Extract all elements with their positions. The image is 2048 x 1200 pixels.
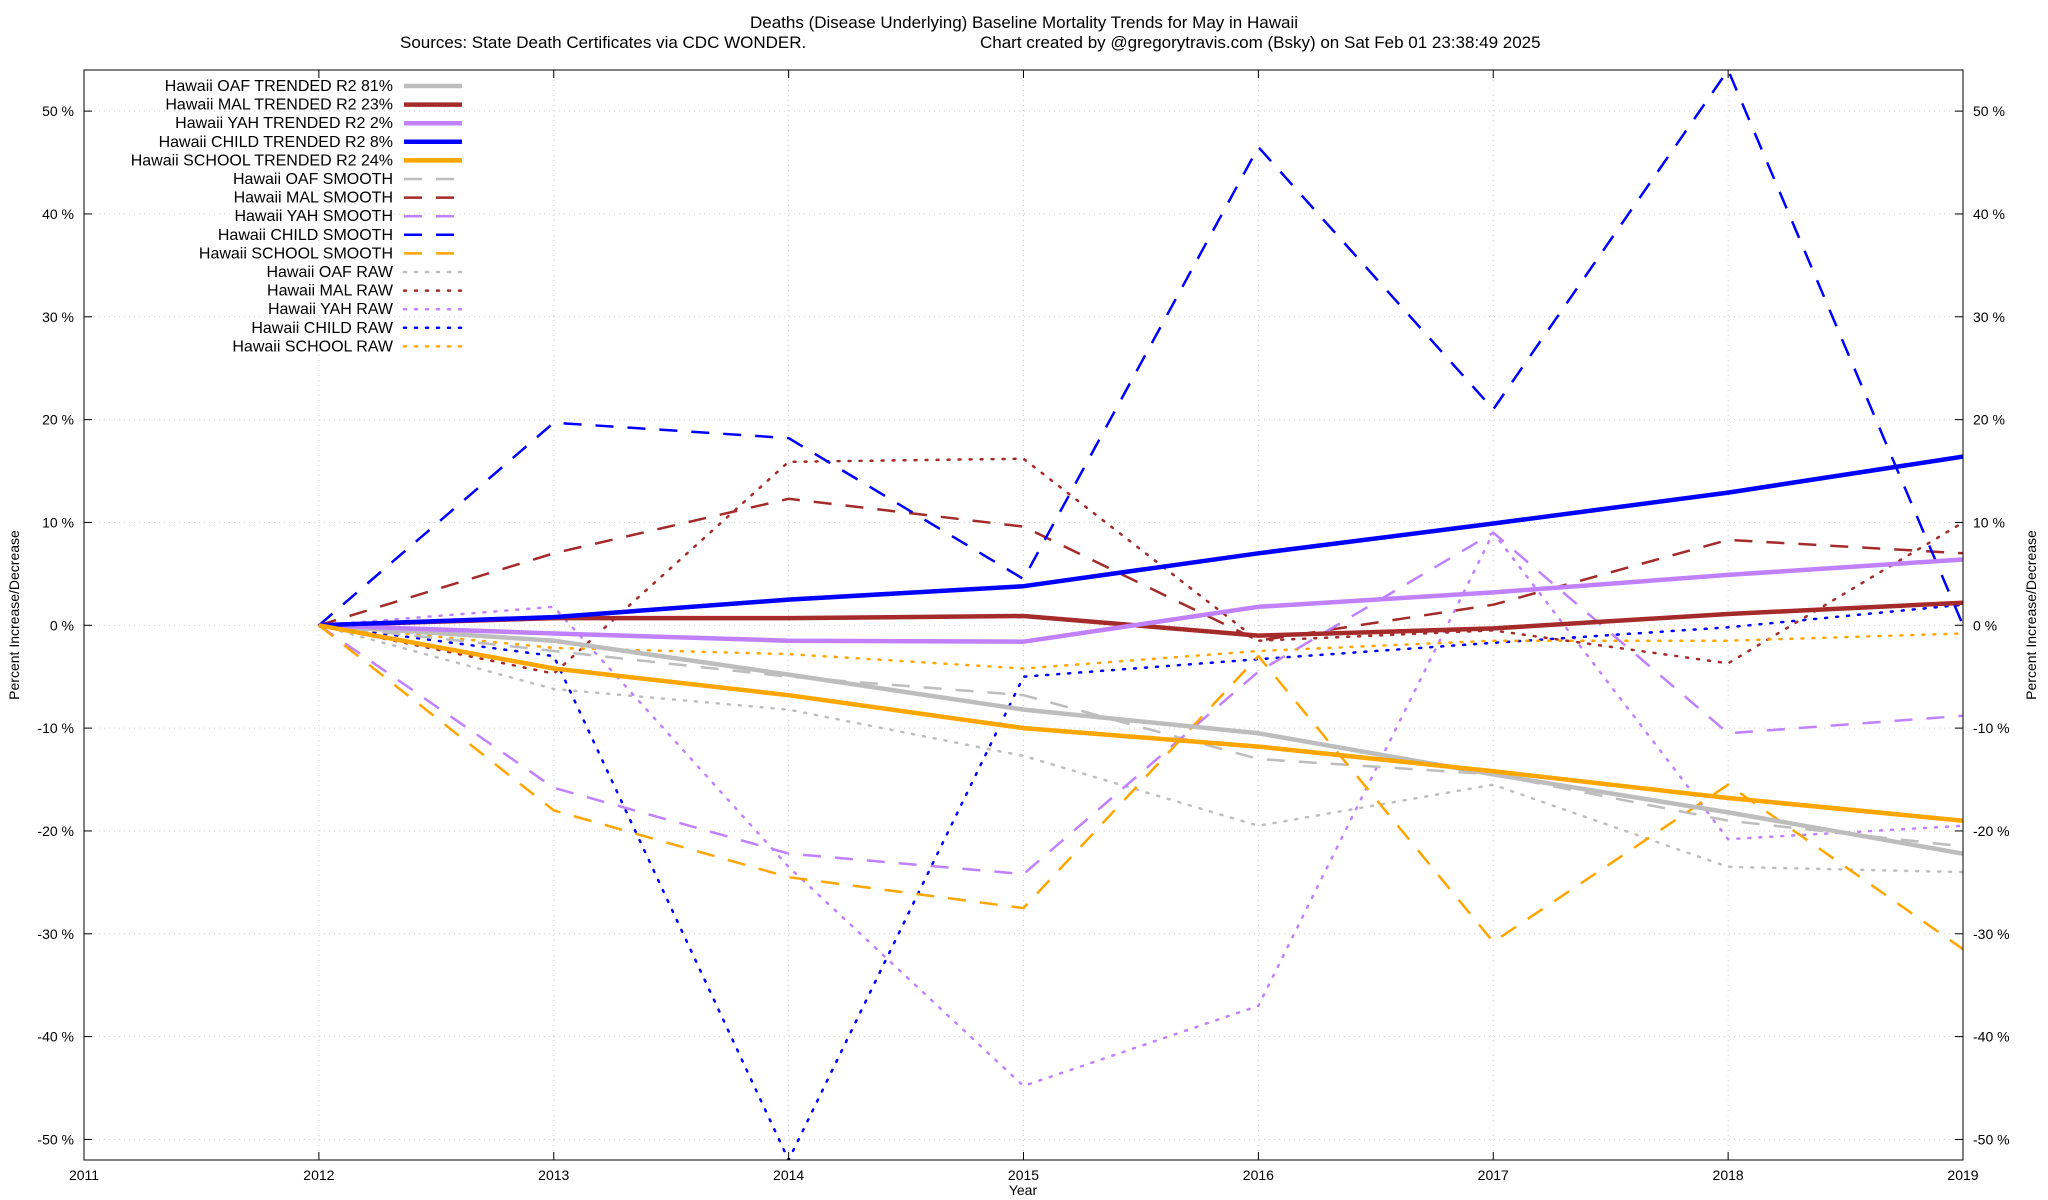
x-tick-label: 2016 xyxy=(1243,1167,1274,1183)
x-tick-label: 2014 xyxy=(773,1167,804,1183)
legend-label: Hawaii SCHOOL RAW xyxy=(232,338,394,355)
y-tick-label: -40 % xyxy=(37,1029,74,1045)
series-line-0 xyxy=(318,623,1963,856)
series-group xyxy=(317,70,1963,1160)
series-line-6 xyxy=(318,497,1963,642)
chart-subtitle-credit: Chart created by @gregorytravis.com (Bsk… xyxy=(980,33,1541,52)
series-line-13 xyxy=(317,603,1963,1160)
x-tick-label: 2013 xyxy=(538,1167,569,1183)
series-line-2 xyxy=(318,557,1963,644)
x-tick-label: 2011 xyxy=(69,1167,99,1183)
legend: Hawaii OAF TRENDED R2 81% Hawaii MAL TREN… xyxy=(131,78,464,355)
y-tick-label: 30 % xyxy=(42,309,74,325)
series-line-5 xyxy=(318,624,1963,848)
y2-tick-label: 50 % xyxy=(1973,103,2005,119)
chart-subtitle-source: Sources: State Death Certificates via CD… xyxy=(400,33,806,52)
y2-tick-label: 30 % xyxy=(1973,309,2005,325)
series-line-7 xyxy=(318,531,1963,876)
y2-tick-label: -10 % xyxy=(1973,720,2010,736)
series-line-11 xyxy=(317,457,1963,675)
y2-axis-label: Percent Increase/Decrease xyxy=(2023,530,2039,700)
y-tick-label: 0 % xyxy=(50,617,74,633)
y2-tick-label: -20 % xyxy=(1973,823,2010,839)
y2-tick-label: -50 % xyxy=(1973,1131,2010,1147)
y-tick-label: 10 % xyxy=(42,514,74,530)
legend-label: Hawaii MAL RAW xyxy=(267,283,394,300)
legend-label: Hawaii SCHOOL TRENDED R2 24% xyxy=(131,152,393,169)
legend-label: Hawaii YAH TRENDED R2 2% xyxy=(175,115,393,132)
x-tick-label: 2012 xyxy=(303,1167,334,1183)
y-tick-label: 20 % xyxy=(42,412,74,428)
legend-label: Hawaii YAH RAW xyxy=(268,301,394,318)
legend-label: Hawaii OAF SMOOTH xyxy=(233,171,393,188)
y-tick-label: -30 % xyxy=(37,926,74,942)
x-tick-label: 2018 xyxy=(1713,1167,1744,1183)
legend-label: Hawaii CHILD TRENDED R2 8% xyxy=(159,134,393,151)
y2-tick-label: 40 % xyxy=(1973,206,2005,222)
y2-tick-label: 20 % xyxy=(1973,412,2005,428)
y-axis-label: Percent Increase/Decrease xyxy=(6,530,22,700)
legend-label: Hawaii MAL TRENDED R2 23% xyxy=(165,97,393,114)
legend-label: Hawaii YAH SMOOTH xyxy=(234,208,393,225)
y-tick-label: 40 % xyxy=(42,206,74,222)
chart-title: Deaths (Disease Underlying) Baseline Mor… xyxy=(750,13,1298,32)
legend-label: Hawaii OAF RAW xyxy=(266,264,393,281)
y-tick-label: -20 % xyxy=(37,823,74,839)
y-tick-label: -10 % xyxy=(37,720,74,736)
x-tick-label: 2015 xyxy=(1008,1167,1039,1183)
legend-label: Hawaii CHILD SMOOTH xyxy=(218,227,393,244)
x-tick-label: 2017 xyxy=(1478,1167,1509,1183)
legend-label: Hawaii CHILD RAW xyxy=(251,320,394,337)
y-tick-label: 50 % xyxy=(42,103,74,119)
series-line-8 xyxy=(318,70,1963,627)
legend-label: Hawaii OAF TRENDED R2 81% xyxy=(165,78,393,95)
series-line-1 xyxy=(318,600,1963,638)
x-tick-label: 2019 xyxy=(1947,1167,1978,1183)
y-tick-label: -50 % xyxy=(37,1131,74,1147)
y2-tick-label: -30 % xyxy=(1973,926,2010,942)
series-line-3 xyxy=(318,454,1963,628)
series-line-9 xyxy=(318,624,1963,951)
y2-tick-label: 0 % xyxy=(1973,617,1997,633)
series-line-14 xyxy=(317,624,1963,670)
y2-tick-label: 10 % xyxy=(1973,514,2005,530)
y2-tick-label: -40 % xyxy=(1973,1029,2010,1045)
series-line-4 xyxy=(318,623,1963,823)
legend-label: Hawaii MAL SMOOTH xyxy=(234,190,393,207)
x-axis-label: Year xyxy=(1009,1182,1038,1198)
legend-label: Hawaii SCHOOL SMOOTH xyxy=(199,245,393,262)
series-line-10 xyxy=(317,624,1963,874)
ticks: 2011 2012 2013 2014 2015 2016 2017 2018 2019 50 %… xyxy=(37,70,2010,1183)
